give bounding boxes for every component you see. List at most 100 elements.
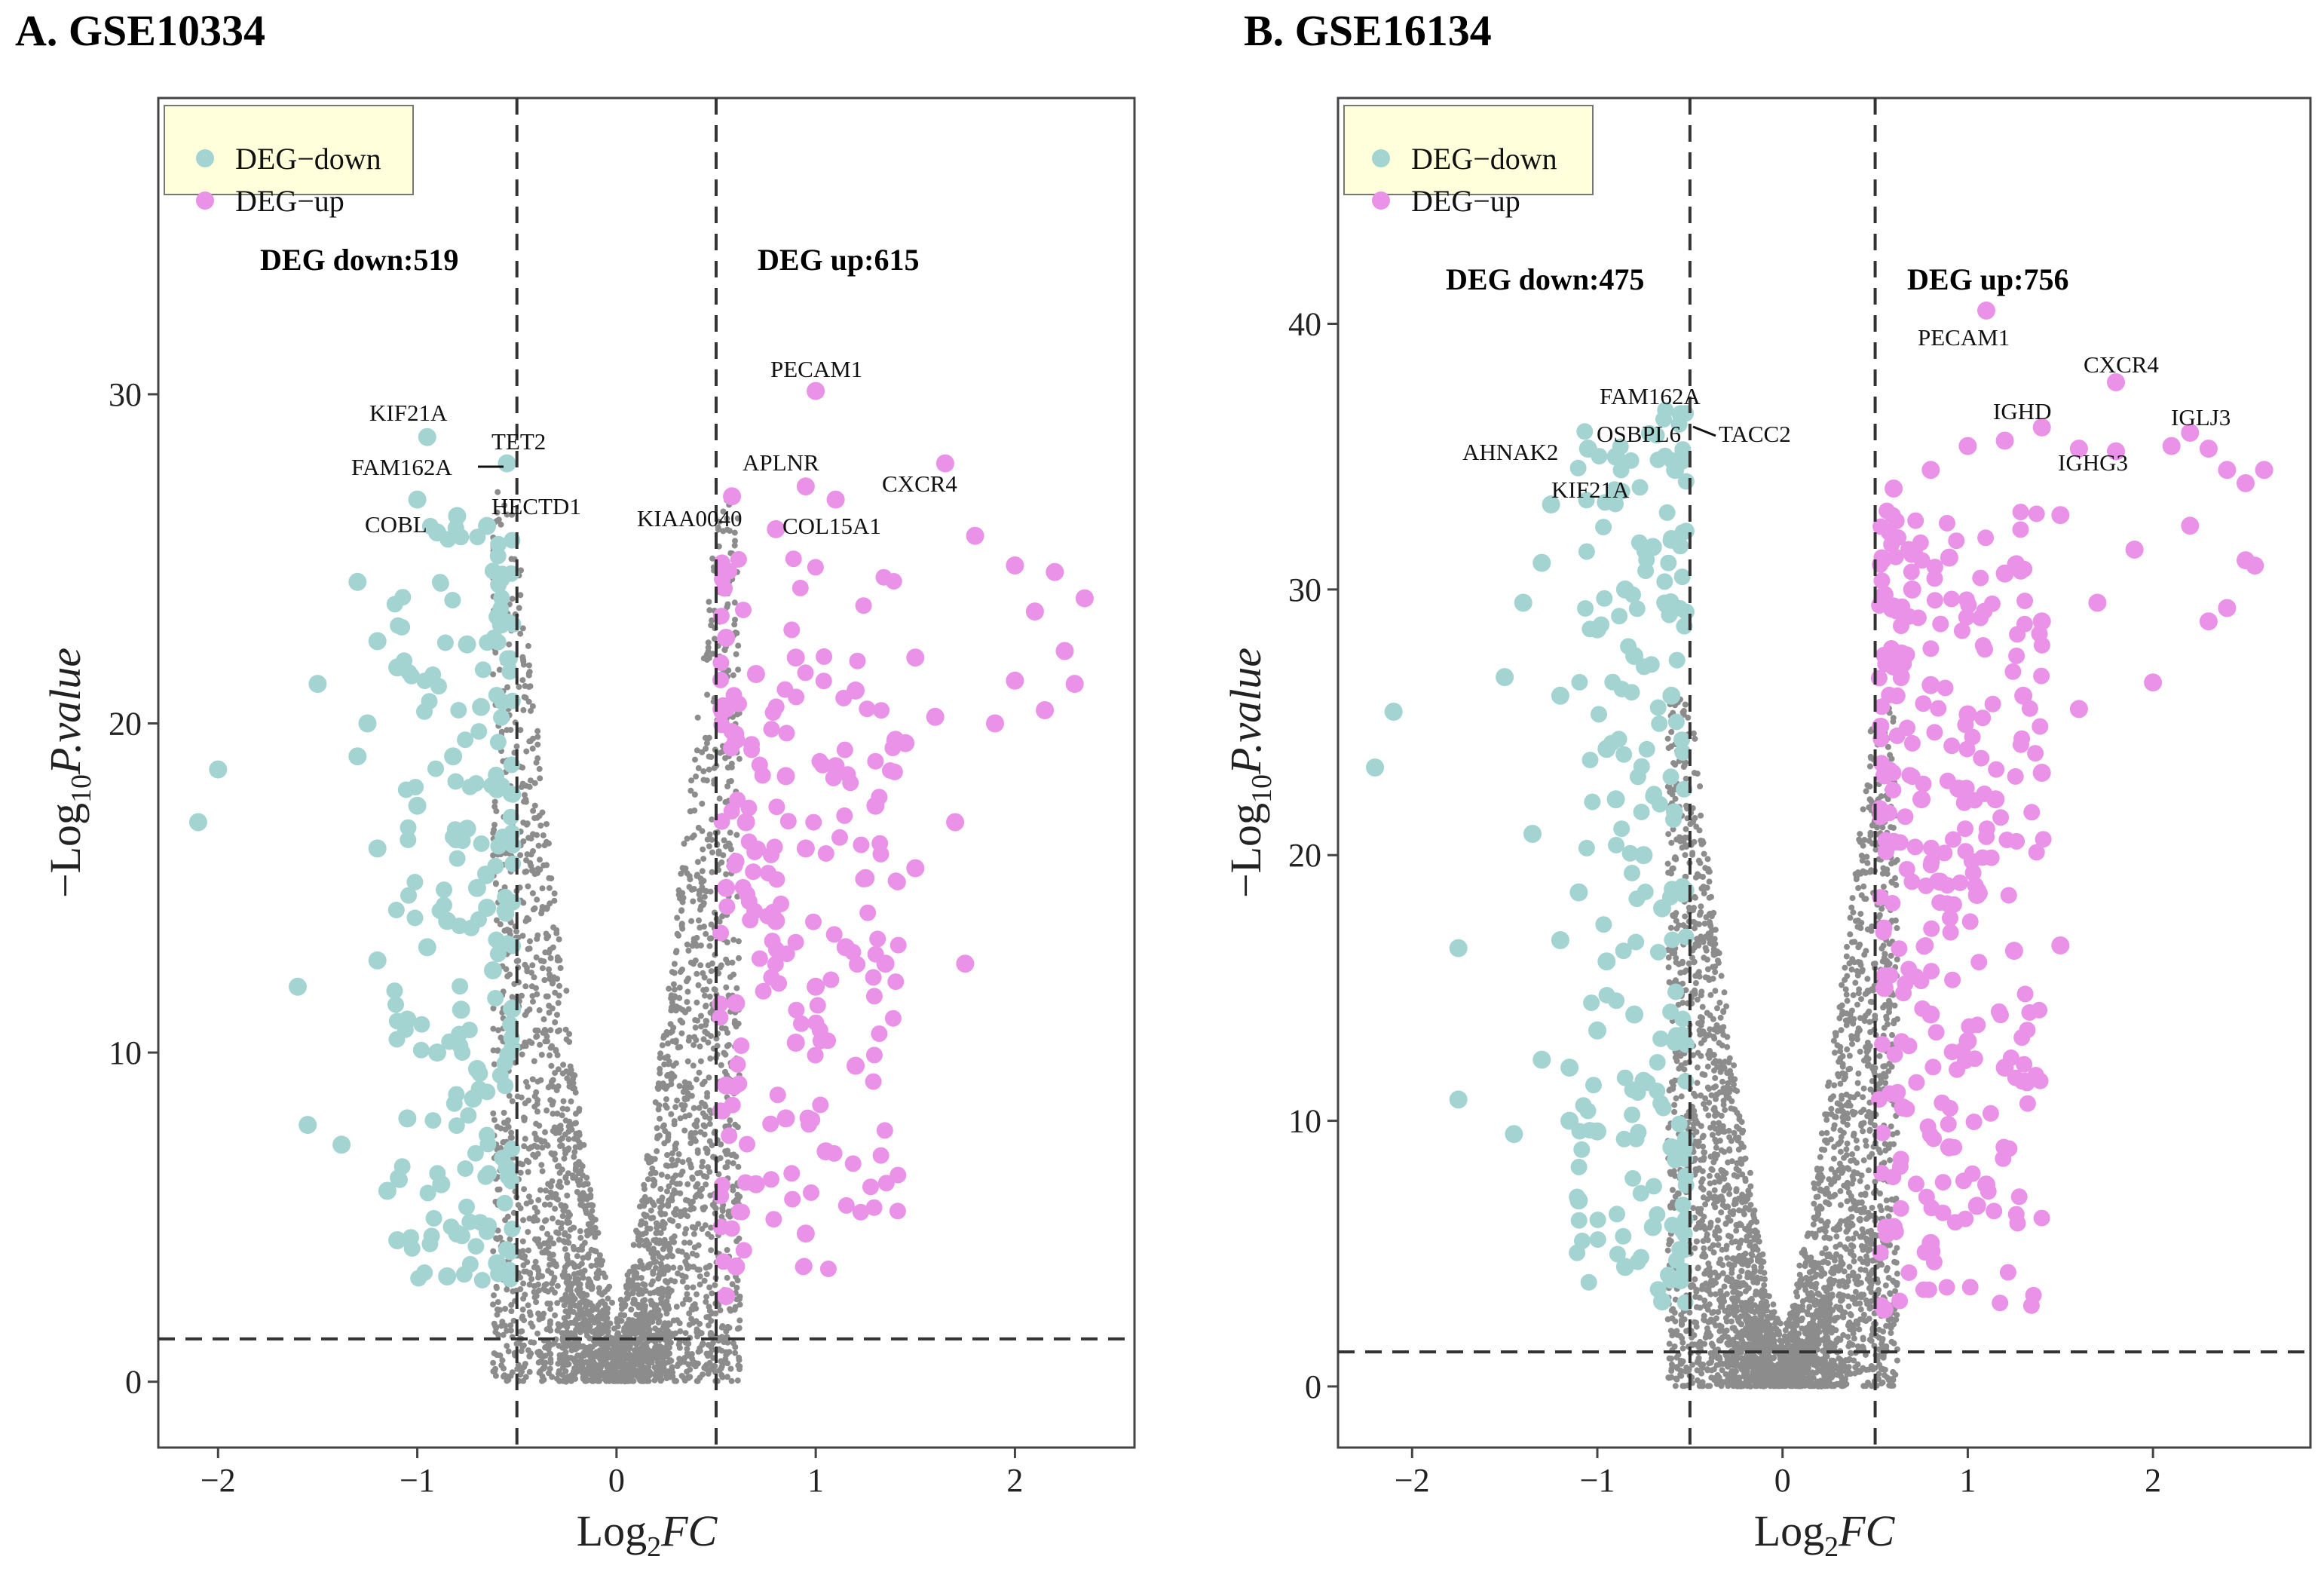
panel-a-ns-point xyxy=(571,1245,577,1252)
panel-a-ns-point xyxy=(733,1285,740,1291)
panel-a-ns-point xyxy=(684,1291,690,1298)
panel-a-down-point xyxy=(457,731,474,749)
panel-a-ns-point xyxy=(547,954,554,961)
panel-a-ns-point xyxy=(611,1346,618,1353)
panel-a-ns-point xyxy=(712,1362,718,1369)
panel-a-ns-point xyxy=(531,905,538,912)
panel-a-ns-point xyxy=(648,1170,654,1177)
panel-a-ns-point xyxy=(706,843,712,850)
panel-a-ns-point xyxy=(680,1106,687,1113)
panel-a-ns-point xyxy=(673,1181,680,1187)
panel-a-up-point xyxy=(717,629,736,647)
panel-a-up-point xyxy=(768,871,785,888)
panel-a-ns-point xyxy=(645,1264,652,1270)
panel-b-ns-point xyxy=(1875,1371,1882,1377)
panel-a-ns-point xyxy=(682,1196,689,1203)
panel-a-x-tick-label: −2 xyxy=(201,1462,236,1499)
panel-a-ns-point xyxy=(718,1358,724,1365)
panel-a-ns-point xyxy=(525,662,532,669)
panel-a-ns-point xyxy=(543,1281,550,1288)
panel-a-ns-point xyxy=(666,1058,672,1065)
panel-a-ns-point xyxy=(574,1344,581,1351)
panel-a-ns-point xyxy=(534,734,541,740)
panel-a-up-point xyxy=(786,648,805,667)
panel-a-ns-point xyxy=(684,999,690,1005)
panel-a-ns-point xyxy=(535,1310,541,1317)
panel-a-ns-point xyxy=(688,777,695,784)
panel-a-ns-point xyxy=(721,837,727,844)
panel-a-ns-point xyxy=(492,1365,498,1372)
panel-a-ns-point xyxy=(699,1185,706,1192)
panel-a-ns-point xyxy=(501,502,508,509)
panel-a-ns-point xyxy=(531,1058,537,1065)
panel-b-ns-point xyxy=(1849,1040,1855,1047)
panel-a-ns-point xyxy=(564,1261,571,1268)
panel-a-ns-point xyxy=(528,1040,535,1046)
panel-a-ns-point xyxy=(664,1188,670,1195)
panel-a-ns-point xyxy=(539,885,546,892)
panel-a-gene-label: COBL xyxy=(365,511,427,538)
panel-a-ns-point xyxy=(554,976,561,982)
panel-a-ns-point xyxy=(727,1117,733,1123)
panel-a-ns-point xyxy=(677,1043,684,1050)
panel-a-ns-point xyxy=(700,1340,706,1347)
panel-a-ns-point xyxy=(522,1361,528,1367)
panel-a-ns-point xyxy=(526,783,533,790)
panel-a-ns-point xyxy=(490,1047,497,1054)
panel-a-ns-point xyxy=(513,957,520,964)
panel-a-ns-point xyxy=(735,1362,742,1369)
panel-a-down-point xyxy=(425,1209,442,1227)
panel-b-ns-point xyxy=(1690,730,1697,737)
panel-a-ns-point xyxy=(594,1271,601,1278)
panel-a-ns-point xyxy=(571,1135,577,1142)
panel-a-ns-point xyxy=(549,1286,555,1293)
panel-a-ns-point xyxy=(577,1352,584,1359)
panel-a-ns-point xyxy=(718,1141,724,1147)
panel-a-ns-point xyxy=(655,1229,662,1236)
panel-a-ns-point xyxy=(568,1098,574,1105)
panel-a-ns-point xyxy=(561,1155,568,1162)
panel-a-ns-point xyxy=(543,905,550,912)
panel-a-ns-point xyxy=(587,1313,594,1320)
panel-a-ns-point xyxy=(602,1344,608,1351)
panel-b-ns-point xyxy=(1837,1148,1844,1155)
panel-a-ns-point xyxy=(577,1234,584,1241)
panel-a-down-point xyxy=(458,1198,475,1215)
panel-a-ns-point xyxy=(498,1034,504,1041)
panel-b-ns-point xyxy=(1805,1230,1811,1236)
panel-a-ns-point xyxy=(676,984,683,991)
panel-a-ns-point xyxy=(647,1225,654,1232)
panel-a-up-point xyxy=(896,734,915,752)
panel-a-ns-point xyxy=(544,1038,550,1045)
panel-a-ns-point xyxy=(656,1328,663,1335)
panel-a-ns-point xyxy=(724,1247,730,1253)
panel-a-ns-point xyxy=(706,766,712,773)
panel-a-up-point xyxy=(785,550,802,568)
panel-a-ns-point xyxy=(706,935,713,942)
panel-a-ns-point xyxy=(564,1324,571,1331)
panel-a-ns-point xyxy=(706,607,713,614)
panel-a-ns-point xyxy=(687,1239,693,1246)
panel-a-ns-point xyxy=(556,957,563,964)
panel-a-ns-point xyxy=(669,1038,676,1045)
panel-a-ns-point xyxy=(555,1360,562,1367)
panel-a-ns-point xyxy=(572,1111,579,1117)
panel-a-ns-point xyxy=(520,1377,527,1384)
panel-a-ns-point xyxy=(724,1159,731,1166)
panel-a-ns-point xyxy=(553,1046,559,1053)
panel-a-ns-point xyxy=(584,1377,591,1383)
panel-a-ns-point xyxy=(667,1021,674,1028)
panel-a-down-point xyxy=(358,714,377,733)
panel-a-ns-point xyxy=(727,829,733,836)
panel-a-up-point xyxy=(712,1009,729,1026)
panel-a-ns-point xyxy=(553,1261,559,1267)
panel-a-ns-point xyxy=(578,1325,585,1331)
panel-a-ns-point xyxy=(730,1151,737,1158)
panel-a-ns-point xyxy=(735,666,742,673)
panel-a-ns-point xyxy=(513,743,520,750)
panel-a-up-point xyxy=(804,1111,821,1129)
panel-a-ns-point xyxy=(531,1282,537,1289)
panel-a-up-point xyxy=(847,681,865,700)
panel-a-ns-point xyxy=(706,1304,712,1310)
panel-a-ns-point xyxy=(535,1196,542,1203)
